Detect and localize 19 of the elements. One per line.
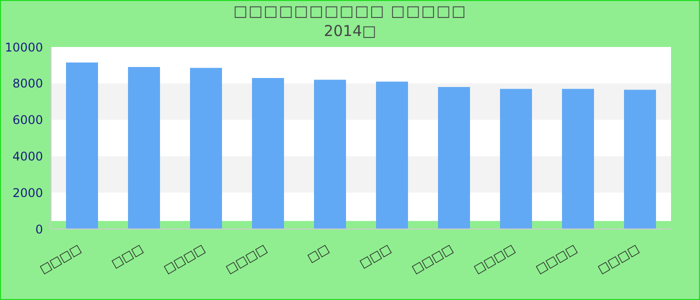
bar [438,87,470,229]
y-tick-label: 8000 [12,76,43,91]
x-tick-label: □□ [304,241,332,265]
bar [252,78,284,229]
bar [624,90,656,229]
chart-title: □□□□□□□□□□ □□□□□ [232,2,468,20]
bar [314,80,346,229]
y-tick-label: 10000 [4,40,43,54]
bar [66,62,98,229]
y-tick-label: 2000 [12,186,43,200]
bar [500,88,532,229]
bar [562,88,594,229]
bar [128,67,160,229]
y-tick-label: 6000 [12,113,43,128]
y-tick-label: 4000 [12,149,43,164]
chart-subtitle: 2014□ [322,22,378,40]
bar [376,82,408,229]
y-tick-label: 0 [35,222,43,236]
bar [190,68,222,229]
